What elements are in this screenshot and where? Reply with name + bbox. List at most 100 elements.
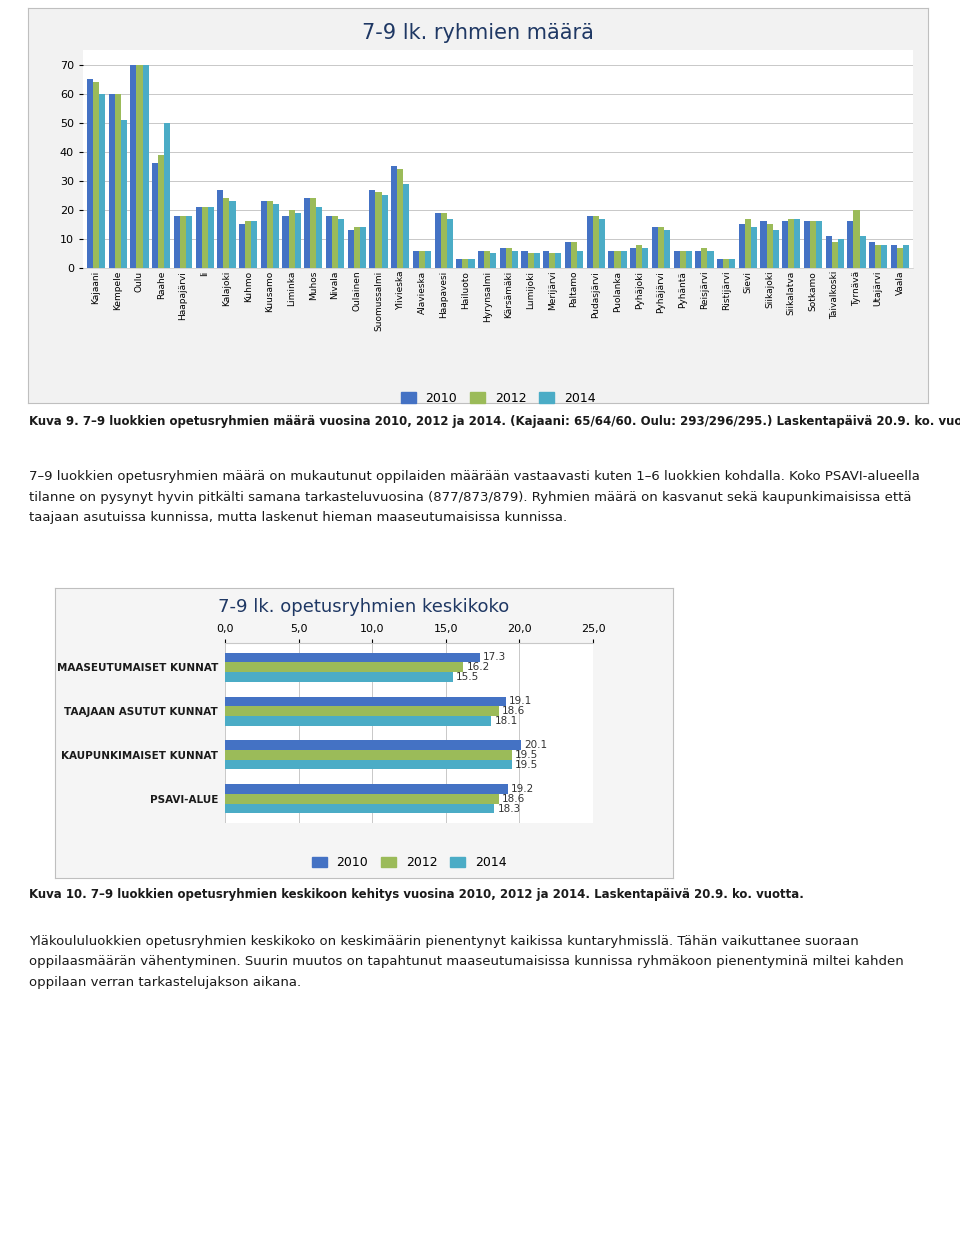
Bar [630, 247, 636, 268]
Text: 14: 14 [912, 1218, 931, 1231]
Bar [136, 64, 142, 268]
Text: 20.1: 20.1 [524, 740, 547, 750]
Bar [158, 154, 164, 268]
Bar [225, 794, 499, 804]
Bar [897, 247, 903, 268]
Legend: 2010, 2012, 2014: 2010, 2012, 2014 [306, 851, 512, 874]
Bar [891, 245, 897, 268]
Bar [239, 224, 245, 268]
Bar [680, 251, 685, 268]
Bar [717, 260, 723, 268]
Bar [674, 251, 680, 268]
Bar [348, 231, 353, 268]
Bar [225, 652, 480, 662]
Text: 16.2: 16.2 [467, 662, 490, 672]
Bar [571, 242, 577, 268]
Bar [826, 236, 831, 268]
Bar [859, 236, 866, 268]
Bar [370, 189, 375, 268]
Bar [491, 253, 496, 268]
Bar [788, 218, 794, 268]
Text: 19.1: 19.1 [509, 696, 533, 706]
Bar [543, 251, 549, 268]
Bar [245, 222, 252, 268]
Bar [512, 251, 518, 268]
Bar [317, 207, 323, 268]
Text: 19.5: 19.5 [515, 760, 539, 770]
Bar [468, 260, 474, 268]
Bar [225, 760, 512, 770]
Bar [121, 120, 127, 268]
Bar [353, 227, 360, 268]
Bar [869, 242, 876, 268]
Bar [463, 260, 468, 268]
Bar [196, 207, 202, 268]
Bar [620, 251, 627, 268]
Bar [435, 213, 441, 268]
Legend: 2010, 2012, 2014: 2010, 2012, 2014 [396, 387, 601, 410]
Bar [587, 216, 592, 268]
Bar [225, 804, 494, 814]
Bar [164, 123, 170, 268]
Bar [225, 662, 464, 672]
Bar [760, 222, 766, 268]
Bar [577, 251, 583, 268]
Text: 7–9 luokkien opetusryhmien määrä on mukautunut oppilaiden määrään vastaavasti ku: 7–9 luokkien opetusryhmien määrä on muka… [29, 470, 920, 524]
Bar [225, 696, 506, 706]
Bar [782, 222, 788, 268]
Bar [252, 222, 257, 268]
Text: 7-9 lk. opetusryhmien keskikoko: 7-9 lk. opetusryhmien keskikoko [218, 598, 510, 616]
Bar [282, 216, 289, 268]
Bar [391, 167, 397, 268]
Bar [702, 247, 708, 268]
Text: 18.6: 18.6 [502, 706, 525, 716]
Bar [685, 251, 692, 268]
Bar [397, 169, 403, 268]
Text: Kuva 9. 7–9 luokkien opetusryhmien määrä vuosina 2010, 2012 ja 2014. (Kajaani: 6: Kuva 9. 7–9 luokkien opetusryhmien määrä… [29, 415, 960, 428]
Bar [413, 251, 419, 268]
Bar [528, 253, 534, 268]
Bar [304, 198, 310, 268]
Bar [642, 247, 648, 268]
Bar [229, 201, 235, 268]
Bar [325, 216, 332, 268]
Bar [804, 222, 810, 268]
Text: 19.5: 19.5 [515, 750, 539, 760]
Bar [599, 218, 605, 268]
Bar [810, 222, 816, 268]
Bar [174, 216, 180, 268]
Bar [419, 251, 425, 268]
Text: 18.3: 18.3 [497, 804, 520, 814]
Bar [261, 201, 267, 268]
Bar [664, 231, 670, 268]
Bar [521, 251, 528, 268]
Bar [730, 260, 735, 268]
Bar [225, 750, 512, 760]
Bar [751, 227, 757, 268]
Text: 18.6: 18.6 [502, 794, 525, 804]
Bar [794, 218, 801, 268]
Bar [484, 251, 491, 268]
Bar [614, 251, 620, 268]
Bar [425, 251, 431, 268]
Bar [853, 209, 859, 268]
Bar [876, 245, 881, 268]
Bar [695, 251, 702, 268]
Bar [360, 227, 366, 268]
Bar [87, 79, 93, 268]
Text: 15.5: 15.5 [456, 672, 479, 682]
Bar [338, 218, 345, 268]
Bar [225, 784, 508, 794]
Bar [848, 222, 853, 268]
Text: 19.2: 19.2 [511, 784, 534, 794]
Text: 7-9 lk. ryhmien määrä: 7-9 lk. ryhmien määrä [362, 23, 594, 43]
Bar [115, 94, 121, 268]
Bar [108, 94, 115, 268]
Bar [186, 216, 192, 268]
Bar [556, 253, 562, 268]
Bar [838, 240, 844, 268]
Bar [534, 253, 540, 268]
Bar [446, 218, 453, 268]
Bar [652, 227, 658, 268]
Bar [773, 231, 779, 268]
